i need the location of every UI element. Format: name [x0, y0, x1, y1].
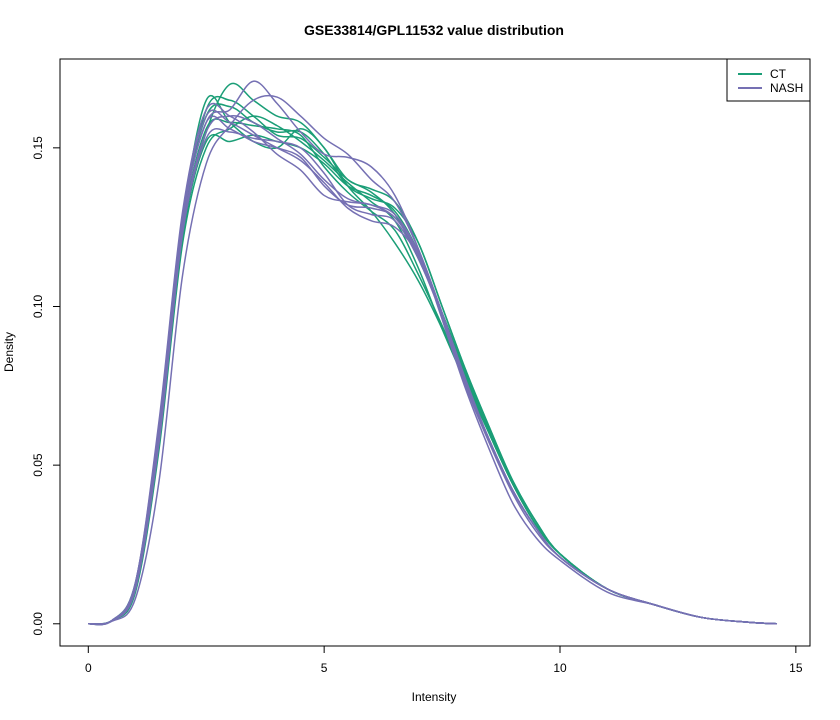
- y-tick-label: 0.15: [31, 136, 45, 160]
- density-curve-ct-2: [88, 134, 778, 625]
- legend: CT NASH: [726, 58, 811, 102]
- density-curve-nash-12: [88, 115, 778, 625]
- density-curve-nash-11: [88, 115, 778, 626]
- x-tick-label: 15: [789, 661, 803, 675]
- series-group: [88, 80, 778, 626]
- x-tick-label: 5: [321, 661, 328, 675]
- x-axis-label: Intensity: [412, 690, 457, 704]
- legend-box: [726, 58, 811, 102]
- y-tick-label: 0.10: [31, 294, 45, 318]
- x-tick-label: 0: [85, 661, 92, 675]
- y-tick-label: 0.05: [31, 453, 45, 477]
- density-curve-ct-4: [88, 115, 778, 625]
- x-tick-label: 10: [553, 661, 567, 675]
- plot-frame: [59, 58, 811, 647]
- y-axis-label: Density: [2, 332, 16, 372]
- chart-title: GSE33814/GPL11532 value distribution: [304, 22, 564, 38]
- y-axis: 0.00 0.05 0.10 0.15: [31, 136, 61, 636]
- density-curve-nash-14: [88, 128, 778, 625]
- y-tick-label: 0.00: [31, 612, 45, 636]
- legend-label-ct: CT: [770, 67, 787, 81]
- x-axis: 0 5 10 15: [85, 645, 803, 675]
- legend-label-nash: NASH: [770, 81, 803, 95]
